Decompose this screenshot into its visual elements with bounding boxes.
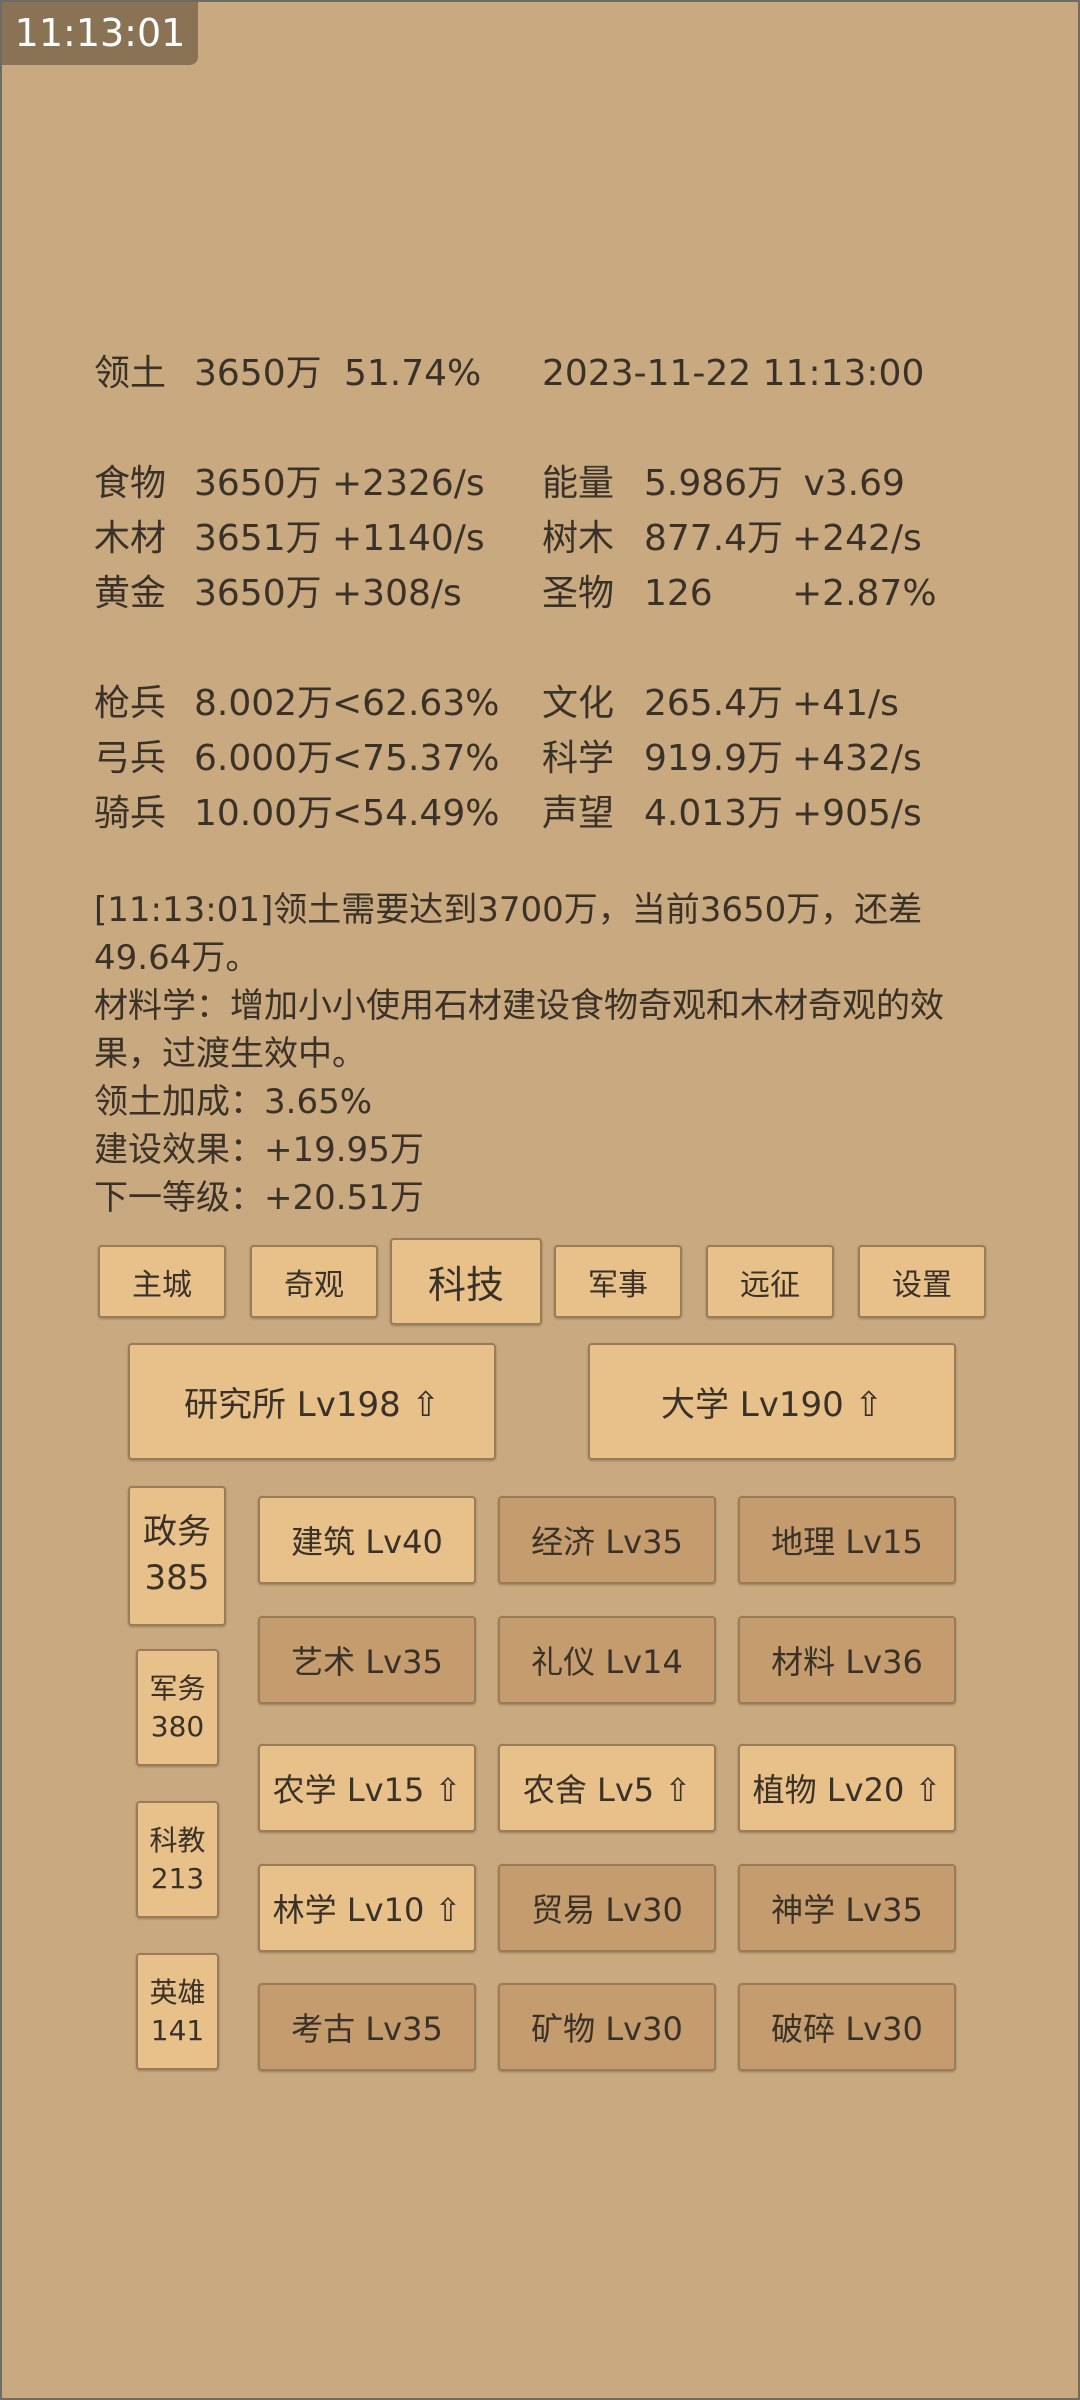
tech-button[interactable]: 地理 Lv15 — [738, 1496, 956, 1584]
stat-value: 3650万 — [194, 573, 322, 614]
build-effect: 建设效果：+19.95万 — [94, 1130, 424, 1170]
stat-label: 声望 — [542, 793, 615, 834]
clock-badge: 11:13:01 — [2, 2, 198, 65]
tech-button[interactable]: 破碎 Lv30 — [738, 1983, 956, 2071]
tech-button[interactable]: 植物 Lv20 ⇧ — [738, 1744, 956, 1832]
category-label: 政务 — [143, 1512, 211, 1553]
stat-label: 木材 — [94, 518, 167, 559]
stat-label: 能量 — [542, 463, 615, 504]
stat-rate: +242/s — [792, 518, 922, 559]
stat-label: 食物 — [94, 463, 167, 504]
tech-button[interactable]: 建筑 Lv40 — [258, 1496, 476, 1584]
stat-rate: <75.37% — [332, 738, 500, 779]
stat-label: 圣物 — [542, 573, 615, 614]
stat-rate: +2.87% — [792, 573, 937, 614]
stat-rate: <54.49% — [332, 793, 500, 834]
stat-value: 10.00万 — [194, 793, 334, 834]
stat-value: 5.986万 — [644, 463, 784, 504]
stat-rate: <62.63% — [332, 683, 500, 724]
tech-button[interactable]: 农学 Lv15 ⇧ — [258, 1744, 476, 1832]
category-label: 科教 — [149, 1823, 206, 1857]
nav-settings[interactable]: 设置 — [858, 1245, 986, 1318]
stat-territory-value: 3650万 — [194, 353, 322, 394]
stat-rate: +432/s — [792, 738, 922, 779]
stat-value: 919.9万 — [644, 738, 784, 779]
tech-button[interactable]: 林学 Lv10 ⇧ — [258, 1864, 476, 1952]
stat-label: 枪兵 — [94, 683, 167, 724]
category-tab-2[interactable]: 科教 213 — [136, 1801, 219, 1918]
stat-label: 弓兵 — [94, 738, 167, 779]
stat-value: 3650万 — [194, 463, 322, 504]
nav-tech[interactable]: 科技 — [390, 1238, 542, 1325]
tech-button[interactable]: 经济 Lv35 — [498, 1496, 716, 1584]
category-count: 141 — [150, 2013, 205, 2047]
territory-bonus: 领土加成：3.65% — [94, 1082, 373, 1122]
tech-button[interactable]: 艺术 Lv35 — [258, 1616, 476, 1704]
stat-label: 科学 — [542, 738, 615, 779]
stat-label: 骑兵 — [94, 793, 167, 834]
category-label: 英雄 — [149, 1975, 206, 2009]
stat-rate: +2326/s — [332, 463, 485, 504]
stat-rate: +1140/s — [332, 518, 485, 559]
stat-value: 8.002万 — [194, 683, 334, 724]
nav-expedition[interactable]: 远征 — [706, 1245, 834, 1318]
stat-rate: v3.69 — [792, 463, 905, 504]
nav-main-city[interactable]: 主城 — [98, 1245, 226, 1318]
stat-rate: +41/s — [792, 683, 899, 724]
stat-label: 黄金 — [94, 573, 167, 614]
category-tab-0[interactable]: 政务 385 — [128, 1486, 226, 1626]
stat-value: 265.4万 — [644, 683, 784, 724]
stat-label: 树木 — [542, 518, 615, 559]
tech-description: 材料学：增加小小使用石材建设食物奇观和木材奇观的效果，过渡生效中。 — [94, 986, 944, 1074]
stat-value: 4.013万 — [644, 793, 784, 834]
category-label: 军务 — [149, 1671, 206, 1705]
category-count: 213 — [150, 1861, 205, 1895]
next-level: 下一等级：+20.51万 — [94, 1178, 424, 1218]
stat-value: 877.4万 — [644, 518, 784, 559]
category-tab-3[interactable]: 英雄 141 — [136, 1953, 219, 2070]
tech-button[interactable]: 神学 Lv35 — [738, 1864, 956, 1952]
stat-value: 3651万 — [194, 518, 322, 559]
building-university[interactable]: 大学 Lv190 ⇧ — [588, 1343, 956, 1460]
category-tab-1[interactable]: 军务 380 — [136, 1649, 219, 1766]
tech-button[interactable]: 贸易 Lv30 — [498, 1864, 716, 1952]
tech-button[interactable]: 矿物 Lv30 — [498, 1983, 716, 2071]
category-count: 385 — [144, 1558, 210, 1598]
stat-territory-percent: 51.74% — [344, 353, 482, 394]
tech-button[interactable]: 考古 Lv35 — [258, 1983, 476, 2071]
log-message: [11:13:01]领土需要达到3700万，当前3650万，还差49.64万。 — [94, 890, 923, 978]
stat-rate: +308/s — [332, 573, 462, 614]
stat-label: 文化 — [542, 683, 615, 724]
nav-military[interactable]: 军事 — [554, 1245, 682, 1318]
tech-button[interactable]: 材料 Lv36 — [738, 1616, 956, 1704]
building-institute[interactable]: 研究所 Lv198 ⇧ — [128, 1343, 496, 1460]
stat-territory-label: 领土 — [94, 353, 167, 394]
category-count: 380 — [150, 1709, 205, 1743]
nav-wonders[interactable]: 奇观 — [250, 1245, 378, 1318]
tech-button[interactable]: 礼仪 Lv14 — [498, 1616, 716, 1704]
stat-value: 6.000万 — [194, 738, 334, 779]
stat-value: 126 — [644, 573, 713, 614]
tech-button[interactable]: 农舍 Lv5 ⇧ — [498, 1744, 716, 1832]
datetime: 2023-11-22 11:13:00 — [542, 353, 925, 394]
stat-rate: +905/s — [792, 793, 922, 834]
